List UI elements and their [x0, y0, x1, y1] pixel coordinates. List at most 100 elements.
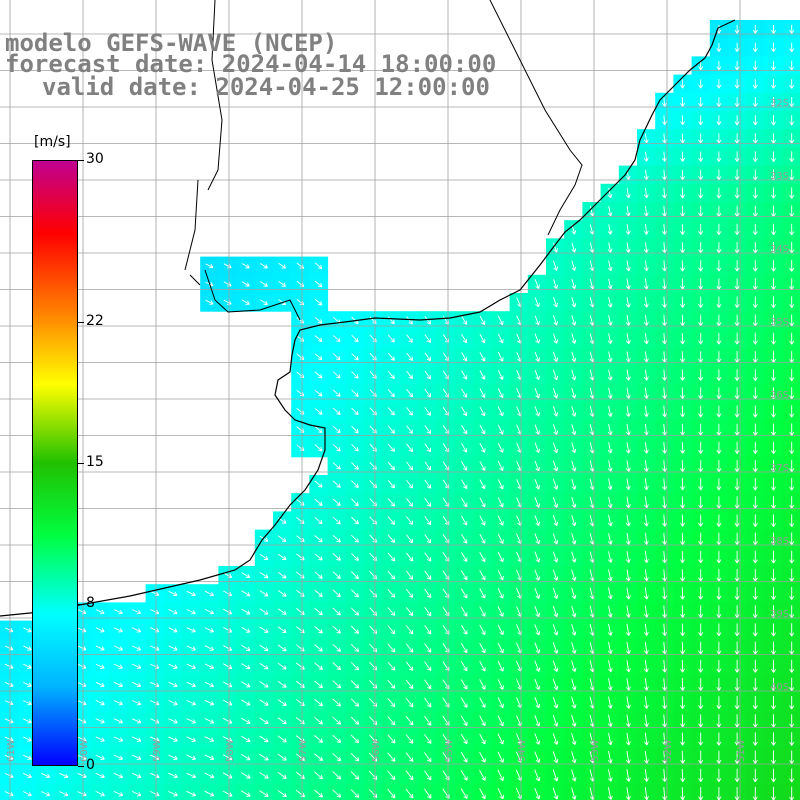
wind-arrow: [771, 514, 776, 527]
wind-arrow: [479, 679, 486, 690]
wind-arrow: [424, 497, 432, 507]
wind-arrow: [643, 623, 649, 636]
wind-arrow: [752, 514, 758, 527]
wind-arrow: [625, 351, 631, 363]
wind-arrow: [168, 772, 178, 779]
wind-arrow: [752, 387, 758, 400]
wind-arrow: [662, 205, 667, 217]
longitude-label: 59W: [152, 739, 163, 762]
wind-arrow: [716, 242, 722, 254]
wind-arrow: [23, 645, 32, 651]
wind-arrow: [204, 663, 215, 670]
wind-arrow: [424, 443, 432, 453]
wind-arrow: [479, 642, 486, 654]
wind-arrow: [95, 663, 105, 669]
wind-arrow: [734, 460, 740, 473]
wind-arrow: [314, 698, 323, 707]
wind-arrow: [752, 750, 758, 764]
wind-arrow: [680, 242, 685, 254]
wind-arrow: [789, 241, 795, 254]
wind-arrow: [405, 752, 414, 762]
wind-arrow: [662, 405, 668, 418]
wind-arrow: [222, 663, 233, 670]
wind-arrow: [680, 205, 685, 217]
colorbar-tick-label: 15: [86, 454, 104, 470]
wind-arrow: [752, 641, 758, 655]
wind-arrow: [497, 406, 504, 417]
wind-arrow: [643, 205, 649, 217]
wind-arrow: [607, 569, 613, 582]
wind-arrow: [771, 623, 776, 637]
wind-cell: [182, 784, 201, 800]
wind-cell: [418, 784, 438, 800]
wind-arrow: [534, 460, 540, 472]
wind-arrow: [716, 787, 722, 800]
wind-arrow: [424, 334, 431, 343]
wind-arrow: [332, 698, 342, 707]
wind-arrow: [113, 772, 124, 779]
wind-arrow: [734, 242, 740, 254]
wind-arrow: [204, 790, 215, 797]
wind-arrow: [351, 334, 359, 343]
wind-arrow: [752, 550, 758, 564]
wind-arrow: [752, 314, 758, 327]
wind-arrow: [168, 645, 178, 651]
wind-arrow: [23, 663, 32, 669]
wind-arrow: [643, 169, 649, 180]
wind-arrow: [716, 169, 722, 181]
wind-arrow: [716, 115, 722, 126]
wind-arrow: [552, 442, 559, 454]
wind-arrow: [680, 768, 686, 782]
wind-arrow: [277, 535, 287, 542]
wind-arrow: [168, 627, 178, 633]
wind-arrow: [662, 115, 667, 126]
wind-arrow: [607, 424, 613, 436]
wind-arrow: [643, 333, 649, 345]
longitude-label: 56W: [371, 739, 382, 762]
wind-arrow: [113, 663, 123, 669]
wind-arrow: [460, 751, 468, 763]
wind-arrow: [625, 224, 631, 235]
wind-arrow: [752, 278, 758, 290]
wind-arrow: [131, 772, 142, 779]
wind-arrow: [680, 423, 685, 436]
wind-arrow: [643, 678, 649, 691]
wind-arrow: [643, 478, 649, 491]
wind-arrow: [643, 660, 649, 673]
wind-arrow: [332, 753, 342, 762]
wind-arrow: [662, 514, 668, 527]
wind-arrow: [625, 623, 631, 636]
wind-arrow: [789, 369, 795, 382]
wind-arrow: [424, 370, 431, 380]
wind-arrow: [752, 696, 758, 710]
wind-arrow: [204, 645, 215, 651]
wind-arrow: [405, 625, 414, 635]
wind-arrow: [752, 205, 758, 217]
wind-arrow: [716, 714, 722, 728]
wind-arrow: [716, 460, 722, 473]
wind-arrow: [734, 750, 740, 764]
wind-arrow: [241, 699, 251, 706]
wind-arrow: [752, 496, 758, 509]
wind-arrow: [771, 568, 776, 582]
wind-arrow: [716, 42, 722, 52]
wind-arrow: [716, 387, 722, 400]
wind-arrow: [771, 278, 776, 290]
wind-arrow: [460, 715, 468, 726]
wind-arrow: [752, 169, 758, 181]
longitude-label: 54W: [517, 739, 528, 762]
wind-arrow: [461, 515, 468, 526]
colorbar-tick: [78, 604, 84, 606]
wind-arrow: [752, 60, 758, 71]
wind-arrow: [314, 480, 323, 488]
wind-arrow: [662, 605, 668, 618]
wind-arrow: [497, 515, 504, 526]
wind-arrow: [552, 733, 559, 745]
wind-arrow: [552, 551, 559, 563]
wind-arrow: [405, 570, 414, 580]
wind-arrow: [771, 714, 776, 728]
wind-arrow: [789, 459, 795, 473]
wind-arrow: [643, 405, 649, 418]
wind-arrow: [680, 496, 685, 509]
wind-arrow: [789, 696, 795, 710]
